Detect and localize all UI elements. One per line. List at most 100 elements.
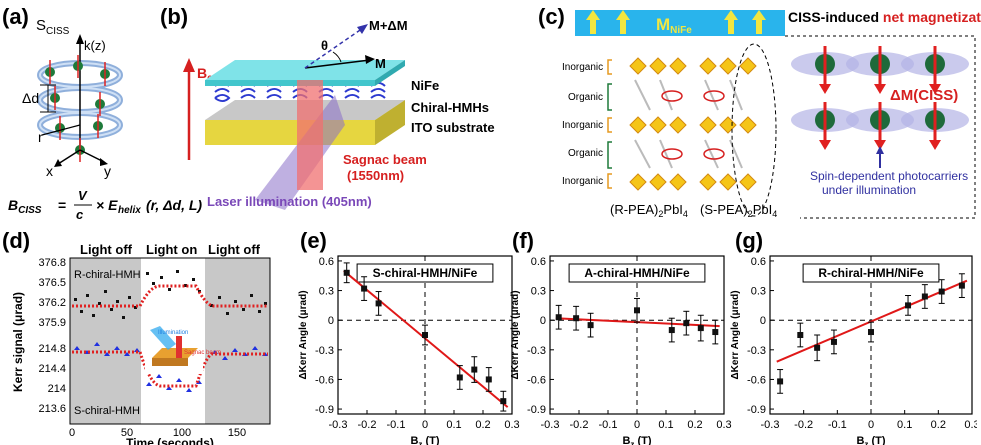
d-ylabel: Kerr signal (μrad) bbox=[11, 292, 25, 392]
panel-d-chart: Light off Light on Light off R-chiral-HM… bbox=[11, 242, 271, 445]
svg-text:376.8: 376.8 bbox=[38, 257, 66, 269]
chart-f: -0.9 -0.6 -0.3 0 0.3 0.6 -0.3 -0.2 -0.1 0 0.1 0.2 0.… bbox=[510, 255, 732, 445]
chart-title-box bbox=[568, 263, 706, 283]
x-tick-label: 0.3 bbox=[504, 419, 519, 431]
y-tick-label: -0.3 bbox=[315, 345, 334, 357]
ito-label: ITO substrate bbox=[411, 120, 495, 135]
data-point bbox=[830, 338, 837, 345]
data-point bbox=[683, 320, 690, 327]
laser-label: Laser illumination (405nm) bbox=[207, 194, 372, 209]
svg-text:376.5: 376.5 bbox=[38, 277, 66, 289]
x-tick-label: -0.2 bbox=[570, 419, 589, 431]
y-axis-label: ΔKerr Angle (μrad) bbox=[510, 290, 521, 379]
svg-text:=: = bbox=[58, 197, 66, 213]
x-axis-label: Bz (T) bbox=[622, 435, 651, 445]
svg-text:V: V bbox=[78, 188, 88, 203]
y-tick-label: 0.3 bbox=[751, 286, 766, 298]
m-label: M bbox=[375, 56, 386, 71]
y-tick-label: -0.3 bbox=[527, 345, 546, 357]
inset-sagnac: Sagnac beam bbox=[184, 350, 221, 356]
data-point bbox=[712, 329, 719, 336]
x-tick-label: 0.1 bbox=[658, 419, 673, 431]
data-point bbox=[500, 398, 507, 405]
svg-text:Inorganic: Inorganic bbox=[562, 120, 603, 131]
y-tick-label: 0 bbox=[760, 315, 766, 327]
x-tick-label: -0.1 bbox=[828, 419, 847, 431]
data-point bbox=[343, 269, 350, 276]
x-tick-label: -0.2 bbox=[358, 419, 377, 431]
nife-arrows bbox=[586, 10, 766, 34]
data-point bbox=[697, 325, 704, 332]
x-tick-label: 0 bbox=[868, 419, 874, 431]
chart-title-box bbox=[802, 263, 940, 283]
x-tick-label: 0.2 bbox=[931, 419, 946, 431]
data-point bbox=[668, 327, 675, 334]
kz-label: k(z) bbox=[84, 38, 106, 53]
sagnac-label-2: (1550nm) bbox=[347, 168, 404, 183]
svg-text:0: 0 bbox=[69, 427, 75, 439]
svg-text:BCISS: BCISS bbox=[8, 197, 42, 216]
data-point bbox=[375, 300, 382, 307]
x-tick-label: -0.2 bbox=[794, 419, 813, 431]
inset-illumination: Illumination bbox=[158, 330, 188, 336]
x-tick-label: -0.1 bbox=[599, 419, 618, 431]
svg-text:helix: helix bbox=[118, 205, 141, 216]
data-point bbox=[361, 285, 368, 292]
x-tick-label: -0.3 bbox=[541, 419, 560, 431]
svg-text:50: 50 bbox=[121, 427, 133, 439]
data-point bbox=[634, 307, 640, 314]
svg-text:× E: × E bbox=[96, 197, 118, 213]
ciss-formula: BCISS = V c × E helix (r, Δd, L) bbox=[8, 188, 202, 222]
y-tick-label: -0.9 bbox=[527, 404, 546, 416]
r-label: r bbox=[38, 129, 43, 145]
chart-g: -0.9 -0.6 -0.3 0 0.3 0.6 -0.3 -0.2 -0.1 0 0.1 0.2 0.… bbox=[730, 255, 977, 445]
x-axis-label: Bz (T) bbox=[856, 435, 885, 445]
x-tick-label: 0.1 bbox=[897, 419, 912, 431]
panel-g-label: (g) bbox=[735, 228, 764, 253]
x-tick-label: 0.2 bbox=[687, 419, 702, 431]
spea-stack bbox=[699, 57, 757, 191]
x-tick-label: 0.3 bbox=[716, 419, 731, 431]
spea-label: (S-PEA)2PbI4 bbox=[700, 202, 777, 219]
panel-c-label: (c) bbox=[538, 4, 565, 29]
y-tick-label: -0.9 bbox=[747, 404, 766, 416]
y-tick-label: 0 bbox=[328, 315, 334, 327]
panel-a-label: (a) bbox=[2, 4, 29, 29]
r-chiral-label: R-chiral-HMH bbox=[74, 269, 141, 281]
spin-label-2: under illumination bbox=[822, 183, 916, 197]
x-tick-label: 0.3 bbox=[964, 419, 977, 431]
nife-label: NiFe bbox=[411, 78, 439, 93]
y-tick-label: 0.6 bbox=[319, 256, 334, 268]
r-scatter bbox=[74, 270, 267, 319]
delta-d-label: Δd bbox=[22, 90, 39, 106]
chart-title: S-chiral-HMH/NiFe bbox=[373, 266, 478, 280]
y-tick-label: 0.3 bbox=[531, 286, 546, 298]
panel-c-diagram: MNiFe CISS-induced net magnetization Ino… bbox=[562, 9, 981, 219]
d-inset: Illumination Sagnac beam bbox=[145, 324, 221, 374]
data-point bbox=[938, 288, 945, 295]
svg-text:214.8: 214.8 bbox=[38, 343, 66, 355]
svg-text:100: 100 bbox=[173, 427, 191, 439]
delta-m-ciss-label: ΔM(CISS) bbox=[890, 87, 958, 104]
svg-text:214: 214 bbox=[48, 383, 66, 395]
data-point bbox=[555, 314, 562, 321]
rpea-label: (R-PEA)2PbI4 bbox=[610, 202, 688, 219]
svg-text:Organic: Organic bbox=[568, 92, 603, 103]
y-tick-label: 0 bbox=[540, 315, 546, 327]
x-tick-label: 0 bbox=[422, 419, 428, 431]
d-xlabel: Time (seconds) bbox=[126, 436, 214, 445]
svg-text:Inorganic: Inorganic bbox=[562, 176, 603, 187]
data-point bbox=[797, 332, 804, 338]
theta-label: θ bbox=[321, 38, 328, 53]
x-tick-label: -0.1 bbox=[387, 419, 406, 431]
y-tick-label: 0.6 bbox=[531, 256, 546, 268]
data-point bbox=[814, 344, 821, 351]
data-point bbox=[868, 329, 874, 336]
s-trend bbox=[72, 350, 268, 388]
rpea-stack bbox=[629, 57, 687, 191]
light-off-2: Light off bbox=[208, 242, 261, 257]
data-point bbox=[905, 302, 912, 309]
sagnac-label-1: Sagnac beam bbox=[343, 152, 427, 167]
spin-balls bbox=[45, 55, 110, 162]
y-tick-label: -0.6 bbox=[315, 374, 334, 386]
